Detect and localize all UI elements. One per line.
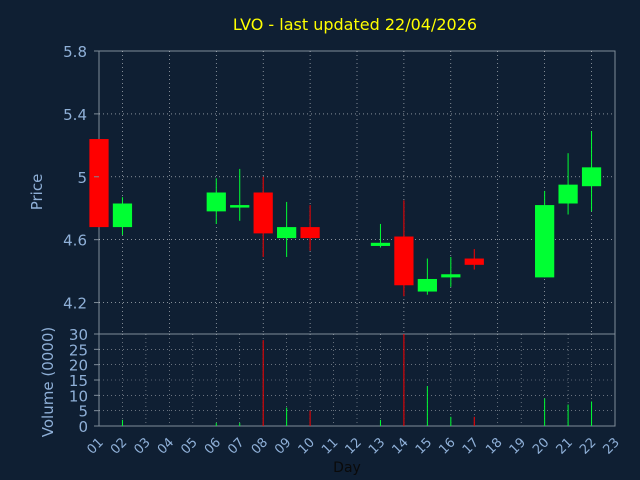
candle-body [441,274,461,278]
price-tick-label: 4.6 [63,232,87,250]
x-tick-label: 21 [554,435,576,457]
x-tick-label: 13 [366,435,388,457]
x-tick-label: 08 [249,435,271,457]
candle-body [417,278,437,292]
price-axis-label: Price [28,174,46,211]
x-tick-label: 06 [202,435,224,457]
candle-body [112,203,133,228]
candle-body [558,184,578,204]
x-tick-label: 10 [296,435,318,457]
x-tick-label: 07 [225,435,247,457]
volume-tick-label: 15 [69,372,88,390]
volume-tick-label: 25 [69,341,88,359]
volume-tick-label: 10 [69,387,88,405]
x-tick-label: 12 [343,435,365,457]
volume-tick-label: 30 [69,326,88,344]
candle-body [394,236,414,286]
x-tick-label: 17 [460,435,482,457]
chart-title: LVO - last updated 22/04/2026 [233,15,477,34]
volume-panel-frame [98,333,616,427]
volume-bars [121,334,593,426]
x-tick-label: 11 [319,435,341,457]
candle-body [300,227,320,239]
candle-body [89,139,109,228]
volume-tick-label: 0 [78,418,88,436]
volume-tick-label: 20 [69,357,88,375]
x-tick-label: 01 [85,435,107,457]
x-tick-label: 20 [530,435,552,457]
candlesticks [89,131,602,297]
candle-body [277,227,297,239]
day-axis-label: Day [333,460,361,476]
x-tick-label: 22 [577,435,599,457]
x-tick-label: 15 [413,435,435,457]
candle-body [206,192,226,212]
x-tick-label: 03 [131,435,153,457]
price-tick-label: 5.8 [63,43,87,61]
candle-body [535,205,555,278]
price-tick-label: 5.4 [63,106,87,124]
candle-body [230,205,250,208]
x-tick-label: 04 [155,435,177,457]
x-tick-label: 14 [389,435,411,457]
x-tick-label: 16 [436,435,458,457]
price-axis-ticks: 4.2 4.6 5 5.4 5.8 [63,43,99,313]
day-axis-ticks: 01 02 03 04 05 06 07 08 09 10 11 12 13 14 15 16 17 18 19 20… [85,435,623,457]
x-tick-label: 09 [272,435,294,457]
price-tick-label: 5 [77,169,87,187]
price-tick-label: 4.2 [63,295,87,313]
volume-axis-label: Volume (0000) [39,327,57,437]
volume-grid [99,334,615,426]
x-tick-label: 05 [178,435,200,457]
x-tick-label: 23 [601,435,623,457]
candle-body [370,242,391,246]
candle-body [253,192,273,234]
x-tick-label: 19 [507,435,529,457]
candle-body [581,167,602,187]
x-tick-label: 02 [108,435,130,457]
price-grid [99,51,615,334]
candle-body [464,258,484,265]
x-tick-label: 18 [483,435,505,457]
volume-tick-label: 5 [78,403,88,421]
